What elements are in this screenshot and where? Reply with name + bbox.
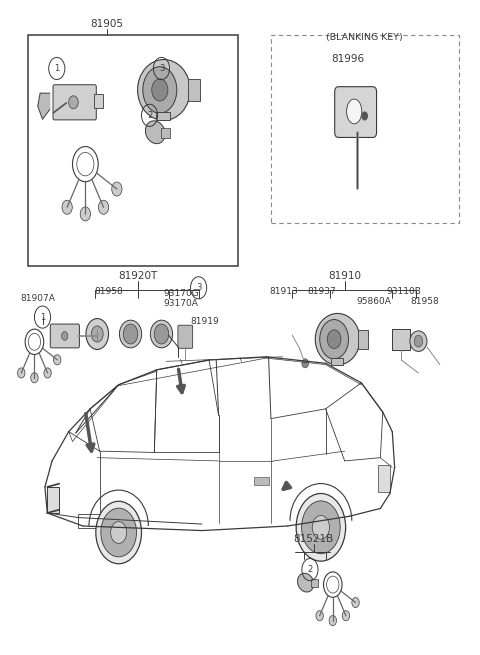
Bar: [392, 329, 410, 350]
Circle shape: [152, 79, 168, 101]
Text: 81958: 81958: [95, 287, 123, 295]
Text: 81913: 81913: [269, 287, 298, 295]
Text: 93170A: 93170A: [163, 299, 198, 308]
Bar: [254, 477, 268, 485]
Ellipse shape: [347, 99, 362, 124]
Text: 3: 3: [159, 64, 164, 73]
Ellipse shape: [298, 573, 314, 592]
Ellipse shape: [138, 60, 190, 121]
Text: 81907A: 81907A: [20, 294, 55, 303]
Text: 81958: 81958: [410, 297, 439, 306]
Text: 95860A: 95860A: [357, 297, 392, 306]
Text: (BLANKING KEY): (BLANKING KEY): [326, 33, 403, 43]
Circle shape: [112, 182, 122, 196]
Text: 81920T: 81920T: [118, 271, 157, 280]
Circle shape: [91, 326, 103, 342]
Bar: [161, 128, 170, 138]
Bar: [48, 487, 59, 513]
Bar: [378, 466, 390, 491]
Circle shape: [96, 501, 142, 564]
Polygon shape: [38, 93, 49, 119]
Circle shape: [320, 320, 348, 359]
Circle shape: [312, 515, 330, 539]
Bar: [94, 94, 103, 108]
Circle shape: [98, 200, 108, 214]
Text: 81919: 81919: [190, 317, 219, 326]
Text: 81910: 81910: [328, 271, 361, 280]
Circle shape: [352, 597, 359, 608]
Bar: [156, 112, 170, 121]
Circle shape: [62, 200, 72, 214]
Circle shape: [414, 335, 423, 347]
Text: 93110B: 93110B: [386, 287, 421, 295]
Circle shape: [316, 610, 324, 621]
FancyBboxPatch shape: [335, 86, 377, 138]
Circle shape: [86, 318, 108, 350]
Circle shape: [61, 331, 68, 341]
Circle shape: [31, 373, 38, 383]
Circle shape: [301, 501, 340, 553]
Circle shape: [44, 368, 51, 378]
Bar: [331, 358, 343, 365]
Circle shape: [111, 521, 127, 544]
Circle shape: [296, 493, 346, 561]
FancyBboxPatch shape: [50, 324, 79, 348]
Bar: [78, 514, 109, 528]
Bar: [358, 330, 368, 348]
Circle shape: [53, 355, 61, 365]
Circle shape: [69, 96, 78, 109]
Circle shape: [143, 67, 177, 113]
Ellipse shape: [145, 121, 165, 143]
Text: 81521B: 81521B: [294, 534, 334, 544]
Ellipse shape: [315, 314, 360, 365]
Circle shape: [101, 508, 136, 557]
Text: 3: 3: [196, 284, 201, 292]
Circle shape: [18, 368, 25, 378]
Text: 2: 2: [147, 111, 152, 120]
Circle shape: [329, 616, 336, 626]
Text: 81996: 81996: [332, 54, 365, 64]
Circle shape: [123, 324, 138, 344]
Bar: [188, 79, 200, 101]
Text: 2: 2: [307, 565, 312, 574]
Circle shape: [80, 207, 91, 221]
Bar: [28, 35, 238, 266]
Text: 81937: 81937: [308, 287, 336, 295]
Circle shape: [327, 330, 341, 348]
Text: 93170G: 93170G: [163, 290, 199, 298]
Bar: [271, 35, 459, 223]
Bar: [311, 579, 318, 587]
Circle shape: [342, 610, 349, 621]
Text: 81905: 81905: [90, 20, 123, 29]
Ellipse shape: [120, 320, 142, 348]
Text: 1: 1: [40, 312, 45, 322]
Circle shape: [154, 324, 169, 344]
FancyBboxPatch shape: [178, 326, 192, 348]
Ellipse shape: [410, 331, 427, 352]
Text: 1: 1: [54, 64, 60, 73]
FancyBboxPatch shape: [53, 84, 96, 120]
Ellipse shape: [150, 320, 173, 348]
Circle shape: [361, 111, 368, 121]
Circle shape: [302, 359, 309, 368]
